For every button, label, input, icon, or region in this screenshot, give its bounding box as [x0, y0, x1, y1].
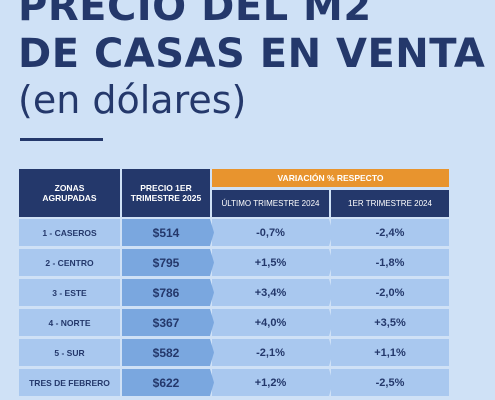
price-cell: $795: [122, 249, 210, 276]
variation-first-quarter-cell: -2,0%: [331, 279, 449, 306]
chevron-arrow-icon: [329, 369, 333, 396]
header-last-quarter: ÚLTIMO TRIMESTRE 2024: [212, 190, 329, 217]
chevron-arrow-icon: [210, 279, 214, 306]
chevron-arrow-icon: [329, 279, 333, 306]
chevron-arrow-icon: [210, 249, 214, 276]
table-row: 5 - SUR $582 -2,1% +1,1%: [19, 339, 449, 366]
title-underline: [20, 138, 103, 141]
title-line-3: (en dólares): [18, 78, 247, 122]
chevron-arrow-icon: [210, 219, 214, 246]
table-row: 1 - CASEROS $514 -0,7% -2,4%: [19, 219, 449, 246]
table-row: 2 - CENTRO $795 +1,5% -1,8%: [19, 249, 449, 276]
variation-first-quarter-cell: -2,5%: [331, 369, 449, 396]
zone-cell: 5 - SUR: [19, 339, 120, 366]
price-cell: $786: [122, 279, 210, 306]
variation-last-quarter-cell: +3,4%: [212, 279, 329, 306]
zone-cell: 3 - ESTE: [19, 279, 120, 306]
variation-first-quarter-cell: +1,1%: [331, 339, 449, 366]
header-price: PRECIO 1ER TRIMESTRE 2025: [122, 169, 210, 217]
zone-cell: TRES DE FEBRERO: [19, 369, 120, 396]
variation-last-quarter-cell: -0,7%: [212, 219, 329, 246]
title-line-1: PRECIO DEL M2: [18, 0, 372, 30]
variation-first-quarter-cell: -2,4%: [331, 219, 449, 246]
price-cell: $622: [122, 369, 210, 396]
header-variation: VARIACIÓN % RESPECTO: [212, 169, 449, 187]
price-cell: $514: [122, 219, 210, 246]
chevron-arrow-icon: [329, 219, 333, 246]
table-row: 3 - ESTE $786 +3,4% -2,0%: [19, 279, 449, 306]
chevron-arrow-icon: [210, 339, 214, 366]
chevron-arrow-icon: [210, 309, 214, 336]
title-line-2: DE CASAS EN VENTA: [18, 31, 486, 77]
zone-cell: 4 - NORTE: [19, 309, 120, 336]
header-zone: ZONAS AGRUPADAS: [19, 169, 120, 217]
variation-last-quarter-cell: +1,5%: [212, 249, 329, 276]
variation-last-quarter-cell: +1,2%: [212, 369, 329, 396]
price-table: ZONAS AGRUPADAS PRECIO 1ER TRIMESTRE 202…: [19, 169, 449, 396]
price-cell: $582: [122, 339, 210, 366]
price-cell: $367: [122, 309, 210, 336]
variation-last-quarter-cell: +4,0%: [212, 309, 329, 336]
header-first-quarter: 1ER TRIMESTRE 2024: [331, 190, 449, 217]
table-row: TRES DE FEBRERO $622 +1,2% -2,5%: [19, 369, 449, 396]
variation-first-quarter-cell: +3,5%: [331, 309, 449, 336]
zone-cell: 1 - CASEROS: [19, 219, 120, 246]
variation-last-quarter-cell: -2,1%: [212, 339, 329, 366]
chevron-arrow-icon: [329, 309, 333, 336]
zone-cell: 2 - CENTRO: [19, 249, 120, 276]
chevron-arrow-icon: [210, 369, 214, 396]
chevron-arrow-icon: [329, 249, 333, 276]
variation-first-quarter-cell: -1,8%: [331, 249, 449, 276]
table-row: 4 - NORTE $367 +4,0% +3,5%: [19, 309, 449, 336]
chevron-arrow-icon: [329, 339, 333, 366]
